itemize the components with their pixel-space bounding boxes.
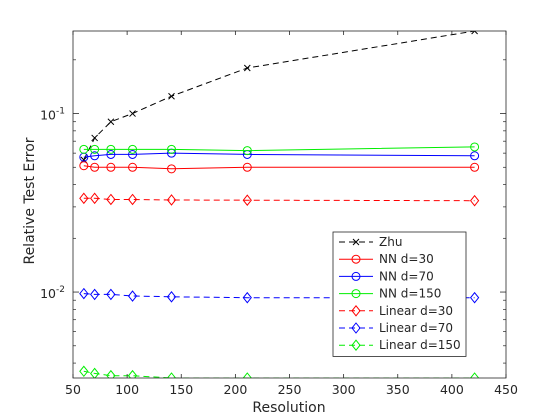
data-point	[79, 144, 89, 154]
data-point	[90, 367, 100, 378]
data-point	[106, 369, 116, 378]
data-point	[106, 149, 116, 159]
data-point	[79, 192, 89, 205]
data-point	[90, 162, 100, 172]
x-tick-label: 150	[169, 382, 193, 397]
data-point	[166, 372, 177, 378]
data-point	[127, 369, 138, 378]
data-point	[469, 291, 480, 304]
data-point	[166, 291, 177, 303]
axes: 50 100 150 200 250 300 350 400 450 10-2 10-1	[40, 30, 518, 397]
data-point	[470, 151, 480, 161]
legend-item: Linear d=70	[339, 321, 453, 335]
data-point	[127, 290, 138, 302]
data-point	[90, 144, 100, 154]
data-point	[79, 287, 89, 300]
data-point	[90, 288, 100, 301]
x-tick-label: 450	[494, 382, 518, 397]
data-point	[90, 151, 100, 161]
x-tick-label: 200	[223, 382, 247, 397]
data-point	[168, 92, 175, 100]
data-point	[243, 64, 251, 72]
legend-label: Linear d=70	[379, 321, 453, 335]
legend-item: Zhu	[339, 235, 402, 249]
legend-item: Linear d=150	[339, 338, 461, 352]
data-point	[79, 161, 89, 171]
y-axis-label: Relative Test Error	[22, 137, 38, 264]
legend-label: Linear d=30	[379, 304, 453, 318]
series-6	[79, 287, 480, 304]
legend-label: NN d=30	[379, 252, 434, 266]
data-point	[242, 162, 252, 172]
data-point	[242, 372, 252, 378]
plot-area	[79, 31, 480, 378]
data-point	[471, 31, 478, 35]
y-tick-label: 10-2	[40, 285, 65, 301]
legend-label: NN d=150	[379, 287, 441, 301]
data-point	[128, 162, 138, 172]
data-point	[128, 149, 138, 159]
series-2	[79, 161, 480, 174]
legend-item: NN d=150	[339, 287, 441, 301]
x-tick-label: 100	[115, 382, 139, 397]
legend-marker	[351, 322, 361, 334]
data-point	[91, 134, 99, 142]
legend-marker	[351, 289, 361, 299]
data-point	[128, 144, 138, 154]
legend-item: NN d=70	[339, 269, 434, 283]
series-line	[83, 197, 475, 202]
data-point	[242, 291, 252, 304]
x-tick-label: 50	[65, 382, 81, 397]
series-line	[83, 370, 475, 378]
x-axis-label: Resolution	[252, 400, 325, 416]
y-tick-label: 10-1	[40, 107, 65, 123]
series-7	[79, 365, 480, 378]
data-point	[242, 194, 252, 206]
legend-label: NN d=70	[379, 269, 434, 283]
data-point	[106, 162, 116, 172]
x-tick-label: 400	[440, 382, 464, 397]
legend-marker	[352, 238, 360, 246]
legend-box	[332, 231, 467, 357]
data-point	[469, 194, 480, 207]
x-tick-label: 250	[278, 382, 302, 397]
legend-item: NN d=30	[339, 252, 434, 266]
legend-item: Linear d=30	[339, 304, 453, 318]
legend-marker	[351, 254, 361, 264]
data-point	[90, 192, 100, 205]
data-point	[106, 193, 116, 206]
data-point	[470, 162, 480, 172]
legend-label: Zhu	[379, 235, 402, 249]
x-tick-label: 300	[332, 382, 356, 397]
data-point	[129, 110, 136, 117]
data-point	[167, 144, 177, 154]
legend: Zhu NN d=30 NN d=70 NN d=150 Linear d=30 Line…	[332, 231, 467, 357]
data-point	[242, 146, 252, 156]
series-line	[83, 165, 475, 170]
data-point	[470, 142, 480, 152]
legend-marker	[351, 271, 361, 281]
x-tick-label: 350	[386, 382, 410, 397]
legend-marker	[351, 339, 361, 352]
data-point	[106, 288, 116, 301]
data-point	[167, 164, 177, 174]
legend-marker	[351, 304, 361, 317]
data-point	[166, 194, 177, 206]
data-point	[107, 118, 115, 126]
legend-label: Linear d=150	[379, 338, 461, 352]
series-5	[79, 192, 480, 207]
data-point	[127, 193, 138, 206]
series-4	[79, 142, 480, 156]
data-point	[106, 144, 116, 154]
series-line	[83, 146, 475, 152]
series-1	[80, 31, 478, 164]
data-point	[79, 365, 89, 378]
series-line	[83, 293, 475, 299]
data-point	[469, 372, 480, 378]
